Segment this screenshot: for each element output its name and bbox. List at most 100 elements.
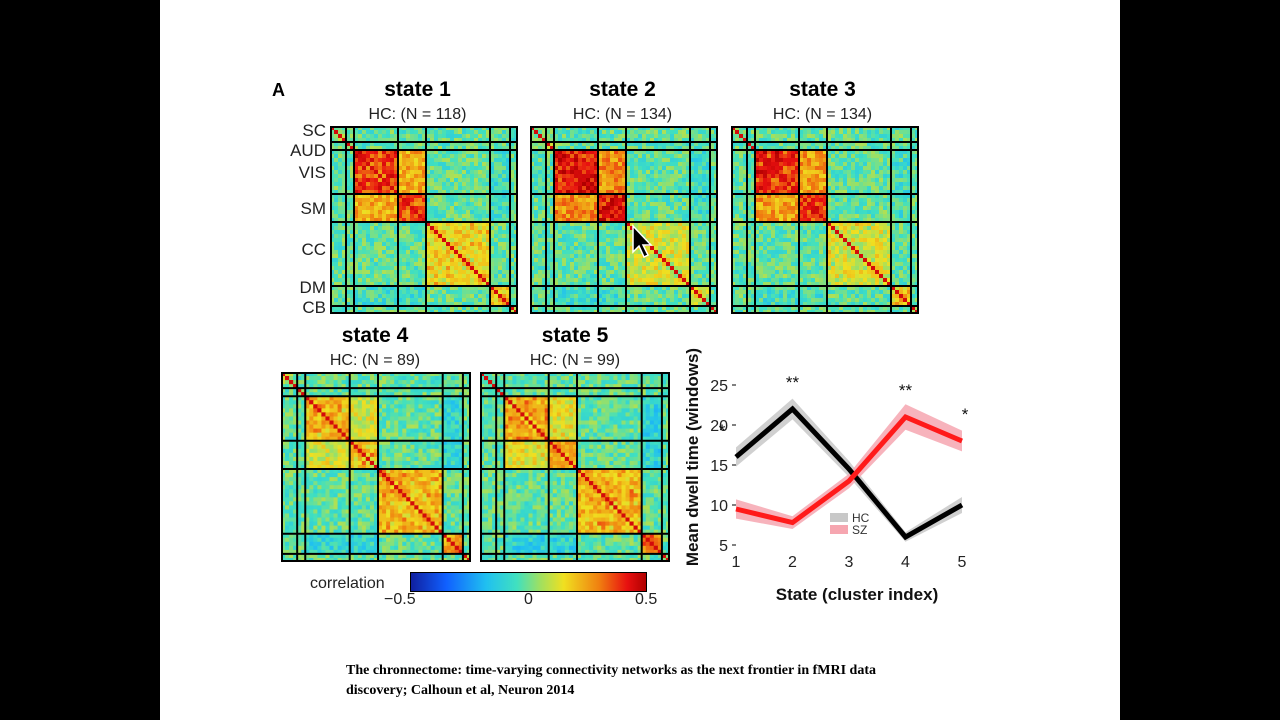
matrix-cell [346, 186, 351, 191]
matrix-cell [558, 290, 563, 295]
matrix-cell [590, 274, 595, 279]
matrix-cell [414, 294, 419, 299]
matrix-cell [530, 242, 535, 247]
matrix-cell [370, 214, 375, 219]
matrix-cell [755, 142, 760, 147]
matrix-cell [490, 214, 495, 219]
matrix-cell [606, 174, 611, 179]
matrix-cell [698, 286, 703, 291]
matrix-cell [382, 230, 387, 235]
matrix-cell [682, 206, 687, 211]
matrix-cell [574, 230, 579, 235]
matrix-cell [678, 134, 683, 139]
matrix-cell [819, 142, 824, 147]
matrix-cell [602, 218, 607, 223]
matrix-cell [690, 302, 695, 307]
matrix-cell [554, 190, 559, 195]
matrix-cell [482, 290, 487, 295]
matrix-cell [739, 190, 744, 195]
matrix-cell [358, 166, 363, 171]
matrix-cell [386, 170, 391, 175]
matrix-cell [470, 130, 475, 135]
matrix-cell [739, 238, 744, 243]
matrix-cell [710, 190, 715, 195]
matrix-cell [354, 242, 359, 247]
matrix-cell [710, 250, 715, 255]
matrix-cell [558, 274, 563, 279]
matrix-cell [618, 262, 623, 267]
matrix-cell [366, 158, 371, 163]
matrix-cell [646, 138, 651, 143]
matrix-cell [682, 194, 687, 199]
matrix-cell [646, 214, 651, 219]
matrix-cell [478, 182, 483, 187]
matrix-cell [670, 130, 675, 135]
matrix-cell [510, 158, 515, 163]
matrix-cell [458, 138, 463, 143]
matrix-cell [470, 234, 475, 239]
matrix-cell [775, 142, 780, 147]
matrix-cell [710, 134, 715, 139]
matrix-cell [330, 158, 335, 163]
matrix-cell [538, 306, 543, 311]
matrix-cell [478, 222, 483, 227]
matrix-cell [594, 266, 599, 271]
matrix-cell [735, 190, 740, 195]
matrix-cell [550, 230, 555, 235]
matrix-cell [566, 246, 571, 251]
matrix-cell [362, 298, 367, 303]
matrix-cell [398, 134, 403, 139]
matrix-cell [398, 130, 403, 135]
matrix-cell [759, 126, 764, 131]
matrix-cell [743, 174, 748, 179]
matrix-cell [506, 202, 511, 207]
matrix-cell [642, 158, 647, 163]
matrix-cell [406, 282, 411, 287]
matrix-cell [775, 130, 780, 135]
matrix-cell [610, 266, 615, 271]
matrix-cell [382, 150, 387, 155]
matrix-cell [406, 182, 411, 187]
matrix-cell [739, 154, 744, 159]
matrix-cell [430, 198, 435, 203]
matrix-cell [390, 162, 395, 167]
matrix-cell [686, 210, 691, 215]
matrix-cell [506, 142, 511, 147]
matrix-cell [402, 286, 407, 291]
matrix-cell [398, 154, 403, 159]
matrix-cell [418, 306, 423, 311]
matrix-cell [550, 166, 555, 171]
matrix-cell [406, 242, 411, 247]
matrix-cell [422, 126, 427, 131]
matrix-cell [434, 130, 439, 135]
matrix-cell [354, 186, 359, 191]
matrix-cell [498, 266, 503, 271]
matrix-cell [562, 270, 567, 275]
matrix-cell [674, 166, 679, 171]
matrix-cell [739, 274, 744, 279]
matrix-cell [394, 250, 399, 255]
matrix-cell [442, 186, 447, 191]
matrix-cell [474, 178, 479, 183]
matrix-cell [330, 198, 335, 203]
matrix-cell [743, 218, 748, 223]
matrix-cell [835, 130, 840, 135]
matrix-cell [903, 130, 908, 135]
matrix-cell [610, 174, 615, 179]
matrix-cell [646, 202, 651, 207]
matrix-cell [739, 286, 744, 291]
matrix-cell [562, 214, 567, 219]
matrix-cell [382, 202, 387, 207]
matrix-cell [662, 186, 667, 191]
matrix-cell [346, 262, 351, 267]
matrix-cell [334, 174, 339, 179]
matrix-cell [678, 190, 683, 195]
matrix-cell [819, 138, 824, 143]
matrix-cell [498, 130, 503, 135]
matrix-cell [666, 262, 671, 267]
matrix-cell [386, 238, 391, 243]
matrix-cell [330, 258, 335, 263]
matrix-cell [370, 218, 375, 223]
matrix-cell [414, 194, 419, 199]
matrix-cell [602, 198, 607, 203]
